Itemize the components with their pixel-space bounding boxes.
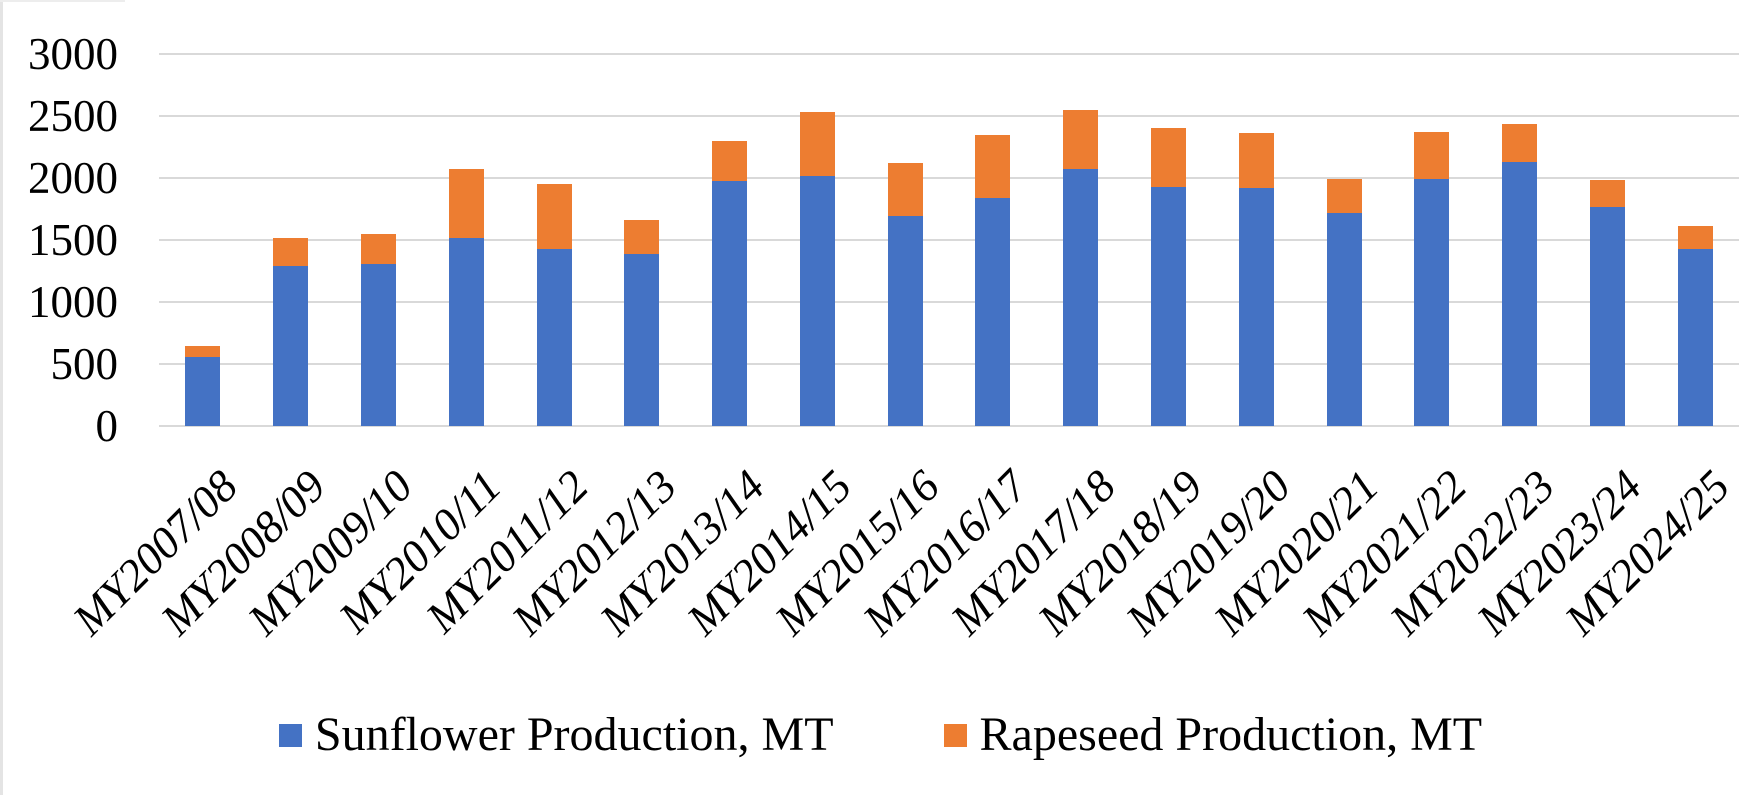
- bar-segment-rapeseed: [1326, 178, 1362, 213]
- y-tick-label: 1500: [28, 215, 118, 265]
- bar-segment-rapeseed: [712, 140, 748, 182]
- legend-label: Sunflower Production, MT: [314, 708, 834, 761]
- bar-segment-rapeseed: [1502, 124, 1538, 162]
- bar-segment-rapeseed: [975, 134, 1011, 198]
- bar-segment-sunflower: [536, 248, 572, 426]
- bar-segment-sunflower: [185, 357, 221, 426]
- gridline: [159, 115, 1739, 117]
- y-tick-label: 2500: [28, 91, 118, 141]
- bar-segment-rapeseed: [448, 169, 484, 238]
- gridline: [159, 53, 1739, 55]
- y-tick-label: 500: [50, 339, 119, 389]
- bar-segment-sunflower: [1326, 212, 1362, 426]
- bar-segment-sunflower: [799, 176, 835, 426]
- gridline: [159, 363, 1739, 365]
- bar-segment-rapeseed: [799, 111, 835, 177]
- bar-segment-sunflower: [624, 253, 660, 426]
- gridline: [159, 301, 1739, 303]
- bar-segment-sunflower: [1063, 169, 1099, 426]
- legend: Sunflower Production, MT Rapeseed Product…: [0, 700, 1761, 770]
- bar-segment-sunflower: [1150, 187, 1186, 426]
- legend-label: Rapeseed Production, MT: [979, 708, 1483, 761]
- x-axis: MY2007/08 MY2008/09 MY2009/10 MY2010/11 MY20…: [63, 460, 1739, 690]
- gridline: [159, 239, 1739, 241]
- bar-segment-sunflower: [1238, 187, 1274, 426]
- legend-item-sunflower: Sunflower Production, MT: [278, 708, 834, 761]
- legend-swatch-icon: [278, 723, 302, 747]
- bar-segment-sunflower: [448, 237, 484, 426]
- y-axis: 0 500 1000 1500 2000 2500 3000: [0, 0, 118, 500]
- bar-segment-rapeseed: [1238, 133, 1274, 188]
- y-tick-label: 1000: [28, 277, 118, 327]
- bar-segment-rapeseed: [273, 237, 309, 267]
- bar-segment-rapeseed: [1414, 132, 1450, 180]
- page-edge-border-top: [0, 0, 125, 2]
- legend-swatch-icon: [943, 723, 967, 747]
- bar-segment-sunflower: [273, 266, 309, 426]
- bar-segment-sunflower: [360, 263, 396, 426]
- y-tick-label: 3000: [28, 29, 118, 79]
- bar-segment-rapeseed: [536, 183, 572, 249]
- page-edge-border-left: [0, 0, 3, 795]
- bar-segment-sunflower: [712, 181, 748, 426]
- plot-area: [159, 53, 1739, 427]
- bar-segment-rapeseed: [624, 220, 660, 254]
- gridline: [159, 177, 1739, 179]
- bar-segment-sunflower: [975, 197, 1011, 426]
- bar-segment-rapeseed: [185, 346, 221, 358]
- bar-segment-rapeseed: [1063, 109, 1099, 170]
- bar-segment-rapeseed: [1150, 128, 1186, 188]
- y-tick-label: 0: [95, 401, 119, 451]
- bar-segment-sunflower: [1502, 161, 1538, 426]
- bar-segment-sunflower: [1589, 207, 1625, 426]
- bar-segment-sunflower: [1414, 179, 1450, 426]
- bar-segment-rapeseed: [887, 163, 923, 216]
- bar-segment-rapeseed: [360, 234, 396, 264]
- x-axis-line: [159, 425, 1739, 427]
- legend-item-rapeseed: Rapeseed Production, MT: [943, 708, 1483, 761]
- bar-segment-sunflower: [887, 215, 923, 426]
- y-tick-label: 2000: [28, 153, 118, 203]
- bar-segment-sunflower: [1677, 248, 1713, 426]
- bar-segment-rapeseed: [1677, 225, 1713, 249]
- bar-segment-rapeseed: [1589, 179, 1625, 208]
